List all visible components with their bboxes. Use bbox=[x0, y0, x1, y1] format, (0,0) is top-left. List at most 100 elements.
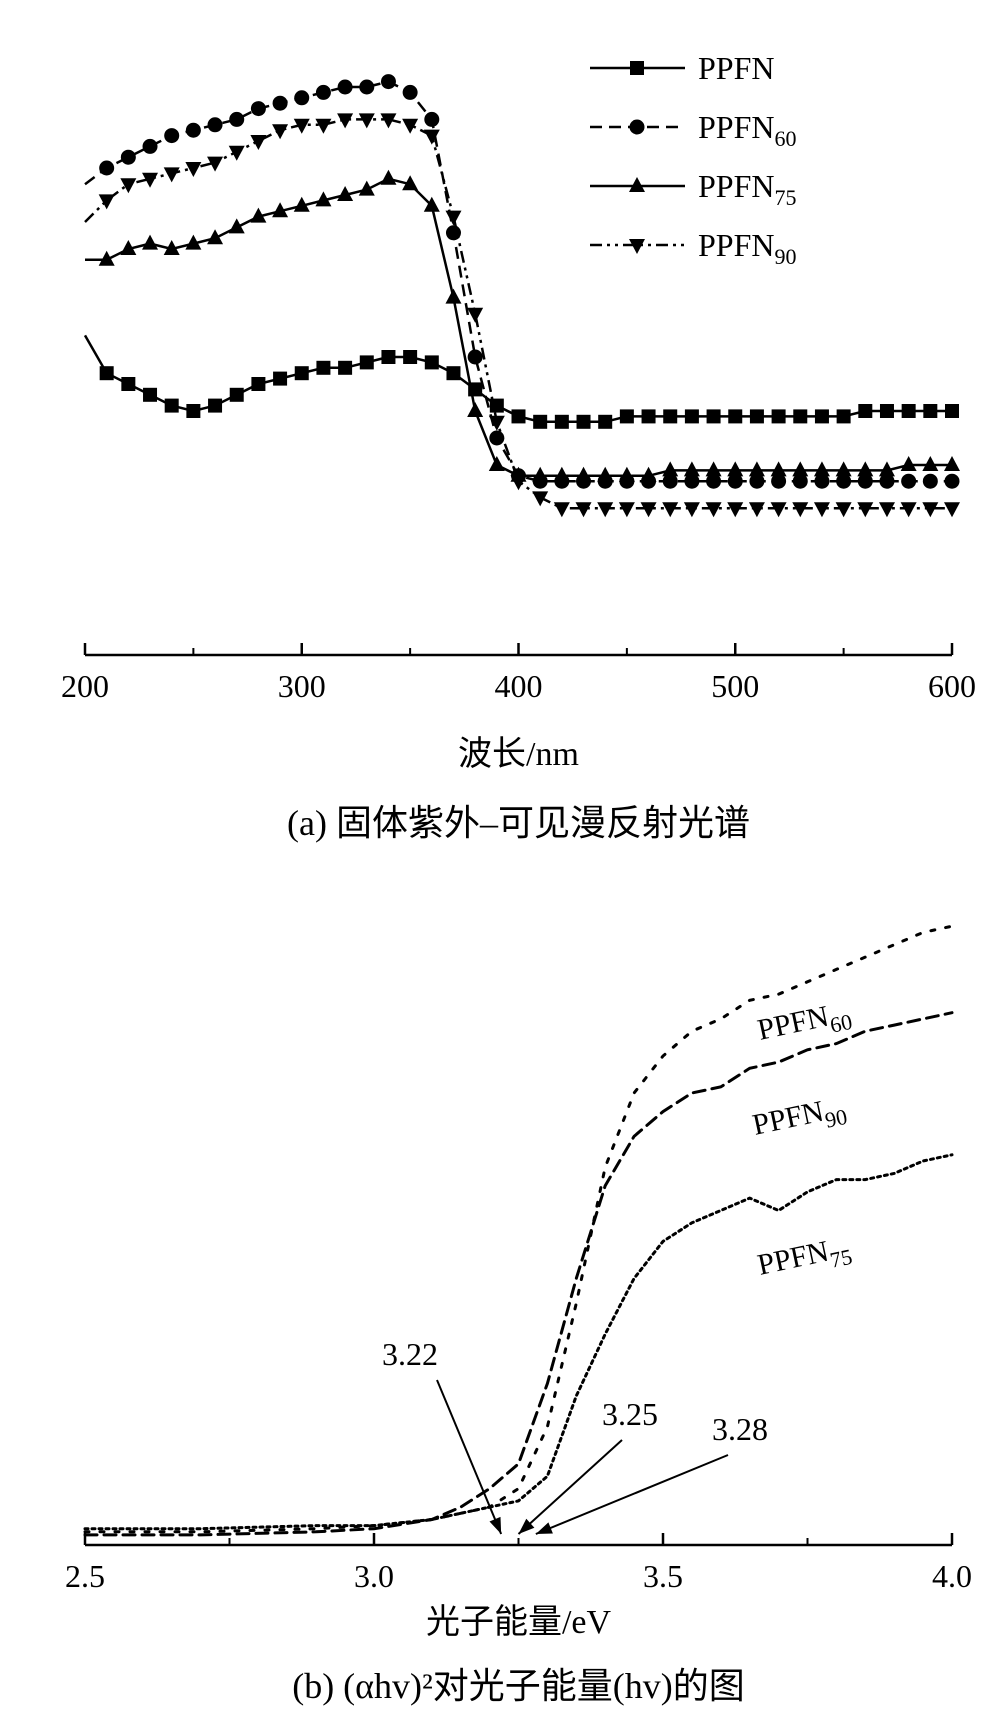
x-tick-label-b: 3.5 bbox=[643, 1558, 683, 1594]
x-tick-label-b: 4.0 bbox=[932, 1558, 972, 1594]
data-point-a-3 bbox=[662, 502, 679, 518]
series-line-a-2 bbox=[85, 177, 952, 478]
data-point-a-0 bbox=[728, 409, 743, 424]
data-point-a-2 bbox=[770, 461, 787, 477]
data-point-a-0 bbox=[316, 360, 331, 375]
data-point-a-0 bbox=[749, 409, 764, 424]
data-point-a-2 bbox=[748, 461, 765, 477]
series-line-b-0 bbox=[83, 924, 954, 1534]
series-line-b-2 bbox=[83, 1153, 954, 1531]
data-point-a-2 bbox=[445, 288, 462, 304]
data-point-a-0 bbox=[598, 414, 613, 429]
data-point-a-1 bbox=[901, 473, 917, 489]
x-tick-label-a: 300 bbox=[278, 668, 326, 704]
data-point-a-2 bbox=[272, 202, 289, 218]
data-point-a-2 bbox=[250, 207, 267, 223]
data-point-a-2 bbox=[553, 466, 570, 482]
data-point-a-3 bbox=[358, 113, 375, 129]
data-point-a-3 bbox=[402, 118, 419, 134]
legend-label-1-base: PPFN bbox=[698, 109, 775, 145]
x-tick-label-b: 3.0 bbox=[354, 1558, 394, 1594]
data-point-a-3 bbox=[922, 502, 939, 518]
data-point-a-3 bbox=[597, 502, 614, 518]
curve-label-PPFN60: PPFN60 bbox=[755, 995, 855, 1053]
data-point-a-2 bbox=[337, 186, 354, 201]
data-point-a-0 bbox=[533, 414, 548, 429]
legend-label-2-sub: 75 bbox=[775, 185, 797, 210]
data-point-a-2 bbox=[813, 461, 830, 477]
legend-marker-2 bbox=[629, 177, 645, 192]
data-point-a-0 bbox=[273, 371, 288, 386]
curve-label-PPFN75: PPFN75 bbox=[755, 1230, 855, 1288]
data-point-a-3 bbox=[792, 502, 809, 518]
curve-label-PPFN90: PPFN90 bbox=[750, 1090, 850, 1148]
data-point-a-2 bbox=[662, 461, 679, 477]
data-point-a-0 bbox=[403, 350, 418, 364]
data-point-a-0 bbox=[901, 404, 916, 418]
data-point-a-3 bbox=[683, 502, 700, 518]
data-point-a-2 bbox=[792, 461, 809, 477]
data-point-a-2 bbox=[120, 240, 137, 255]
data-point-a-0 bbox=[663, 409, 678, 424]
data-point-a-2 bbox=[380, 169, 397, 185]
data-point-a-2 bbox=[727, 461, 744, 477]
data-point-a-3 bbox=[640, 502, 657, 518]
data-point-a-2 bbox=[142, 234, 159, 250]
data-point-a-3 bbox=[337, 113, 354, 129]
data-point-a-2 bbox=[293, 196, 310, 212]
data-point-a-2 bbox=[683, 461, 700, 477]
data-point-a-0 bbox=[381, 350, 396, 364]
data-point-a-3 bbox=[445, 210, 462, 226]
legend-label-0: PPFN bbox=[698, 50, 775, 86]
data-point-a-0 bbox=[771, 409, 786, 424]
legend-label-3-base: PPFN bbox=[698, 227, 775, 263]
annotation-arrowhead-2 bbox=[535, 1522, 553, 1534]
data-point-a-2 bbox=[878, 461, 895, 477]
curve-label-PPFN60-sub: 60 bbox=[828, 1009, 855, 1038]
annotation-arrowhead-0 bbox=[489, 1516, 502, 1534]
data-point-a-1 bbox=[879, 473, 895, 489]
data-point-a-2 bbox=[98, 250, 115, 266]
data-point-a-2 bbox=[835, 461, 852, 477]
data-point-a-0 bbox=[836, 409, 851, 424]
legend-marker-3 bbox=[629, 239, 645, 254]
data-point-a-2 bbox=[857, 461, 874, 477]
data-point-a-3 bbox=[575, 502, 592, 518]
data-point-a-3 bbox=[185, 162, 202, 177]
legend-label-3-sub: 90 bbox=[775, 244, 797, 269]
data-point-a-1 bbox=[424, 111, 440, 127]
data-point-a-1 bbox=[684, 473, 700, 489]
legend-marker-0 bbox=[630, 61, 644, 75]
curve-label-PPFN75-base: PPFN bbox=[755, 1235, 832, 1282]
data-point-a-1 bbox=[164, 128, 180, 144]
data-point-a-0 bbox=[879, 404, 894, 418]
curve-label-PPFN90-base: PPFN bbox=[750, 1095, 827, 1142]
data-point-a-3 bbox=[857, 502, 874, 518]
annotation-label-0: 3.22 bbox=[382, 1336, 438, 1372]
data-point-a-1 bbox=[337, 79, 353, 95]
data-point-a-1 bbox=[359, 79, 375, 95]
legend-marker-1 bbox=[629, 119, 645, 135]
data-point-a-3 bbox=[423, 129, 440, 145]
data-point-a-1 bbox=[120, 149, 136, 165]
data-point-a-2 bbox=[944, 456, 960, 471]
data-point-a-3 bbox=[98, 194, 115, 210]
data-point-a-1 bbox=[294, 90, 310, 106]
data-point-a-3 bbox=[835, 502, 852, 518]
data-point-a-1 bbox=[836, 473, 852, 489]
data-point-a-1 bbox=[207, 117, 223, 133]
data-point-a-3 bbox=[142, 172, 159, 188]
data-point-a-1 bbox=[922, 473, 938, 489]
data-point-a-2 bbox=[467, 402, 484, 417]
data-point-a-2 bbox=[207, 229, 224, 245]
data-point-a-0 bbox=[229, 387, 244, 402]
data-point-a-2 bbox=[922, 456, 939, 471]
data-point-a-1 bbox=[771, 473, 787, 489]
data-point-a-2 bbox=[358, 180, 375, 196]
data-point-a-0 bbox=[359, 355, 374, 370]
data-point-a-2 bbox=[900, 456, 917, 471]
legend-label-2: PPFN75 bbox=[698, 168, 797, 210]
data-point-a-1 bbox=[467, 349, 483, 365]
data-point-a-2 bbox=[185, 234, 202, 250]
